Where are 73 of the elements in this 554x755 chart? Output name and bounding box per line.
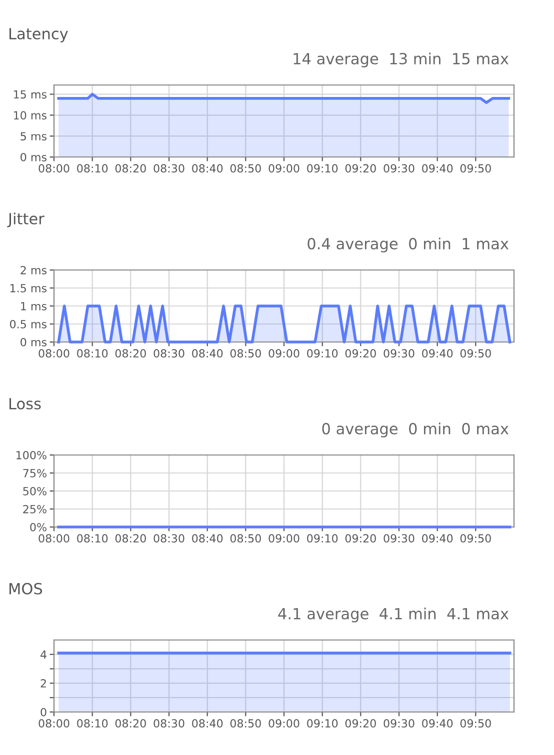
x-tick-label: 09:50	[460, 349, 491, 358]
x-tick-label: 09:20	[345, 349, 376, 358]
y-tick-label: 15 ms	[14, 90, 47, 99]
y-tick-label: 1 ms	[21, 302, 47, 310]
x-tick-label: 09:40	[422, 719, 453, 728]
y-tick-label: 2 ms	[20, 266, 47, 274]
y-tick-label: 0 ms	[20, 338, 47, 346]
x-tick-label: 08:10	[77, 164, 108, 173]
x-tick-label: 09:20	[345, 534, 376, 543]
chart-subtitle: 0.4 average 0 min 1 max	[308, 238, 508, 252]
y-tick-label: 25%	[23, 504, 46, 514]
x-tick-label: 08:30	[154, 349, 184, 358]
x-tick-label: 09:00	[268, 719, 300, 728]
y-tick-label: 50%	[23, 486, 46, 496]
x-tick-label: 09:10	[307, 349, 338, 358]
x-tick-label: 08:50	[230, 534, 261, 543]
x-tick-label: 08:10	[77, 719, 108, 728]
x-tick-label: 08:10	[77, 534, 108, 543]
x-tick-label: 09:40	[422, 349, 453, 358]
y-tick-label: 0	[40, 708, 46, 716]
x-tick-label: 09:00	[268, 349, 300, 358]
y-tick-label: 2	[40, 679, 46, 688]
x-tick-label: 08:20	[115, 349, 146, 358]
x-tick-label: 09:30	[384, 534, 414, 543]
y-tick-label: 0.5 ms	[10, 320, 47, 328]
x-tick-label: 09:00	[268, 164, 300, 173]
x-tick-label: 08:20	[115, 534, 146, 543]
y-tick-label: 0%	[30, 522, 46, 532]
x-tick-label: 09:50	[460, 719, 491, 728]
x-tick-label: 09:20	[345, 164, 376, 173]
x-tick-label: 09:20	[345, 719, 376, 728]
chart-title: Jitter	[7, 212, 44, 228]
x-tick-label: 08:30	[154, 164, 184, 173]
chart-subtitle: 4.1 average 4.1 min 4.1 max	[278, 608, 509, 622]
x-tick-label: 08:40	[192, 534, 223, 543]
y-tick-label: 4	[40, 650, 46, 659]
x-tick-label: 08:50	[230, 164, 261, 173]
chart-subtitle: 14 average 13 min 15 max	[294, 52, 508, 68]
x-tick-label: 08:00	[38, 534, 70, 543]
x-tick-label: 08:10	[77, 349, 108, 358]
x-tick-label: 09:00	[268, 534, 300, 543]
x-tick-label: 09:50	[460, 534, 491, 543]
x-tick-label: 09:50	[460, 164, 491, 173]
x-tick-label: 09:30	[384, 349, 414, 358]
chart-title: Latency	[10, 28, 68, 42]
x-tick-label: 08:40	[192, 719, 223, 728]
x-tick-label: 08:40	[192, 164, 223, 173]
y-tick-label: 10 ms	[14, 111, 47, 120]
x-tick-label: 08:50	[230, 719, 261, 728]
chart-title: Loss	[10, 398, 41, 410]
x-tick-label: 08:20	[115, 164, 146, 173]
x-tick-label: 08:30	[154, 719, 184, 728]
y-tick-label: 0 ms	[20, 152, 47, 162]
y-tick-label: 75%	[23, 468, 46, 478]
x-tick-label: 08:50	[230, 349, 261, 358]
x-tick-label: 08:30	[154, 534, 184, 543]
x-tick-label: 08:20	[115, 719, 146, 728]
x-tick-label: 08:00	[38, 349, 70, 358]
x-tick-label: 09:10	[307, 164, 338, 173]
x-tick-label: 08:00	[38, 719, 70, 728]
x-tick-label: 09:10	[307, 534, 338, 543]
x-tick-label: 09:30	[384, 164, 414, 173]
chart-title: MOS	[10, 582, 42, 594]
x-tick-label: 09:10	[307, 719, 338, 728]
y-tick-label: 5 ms	[20, 132, 47, 140]
chart-subtitle: 0 average 0 min 0 max	[322, 422, 508, 438]
x-tick-label: 09:40	[422, 164, 453, 173]
y-tick-label: 1.5 ms	[10, 284, 47, 292]
x-tick-label: 09:40	[422, 534, 453, 543]
y-tick-label: 100%	[16, 450, 46, 460]
x-tick-label: 09:30	[384, 719, 414, 728]
x-tick-label: 08:00	[38, 164, 70, 173]
x-tick-label: 08:40	[192, 349, 223, 358]
